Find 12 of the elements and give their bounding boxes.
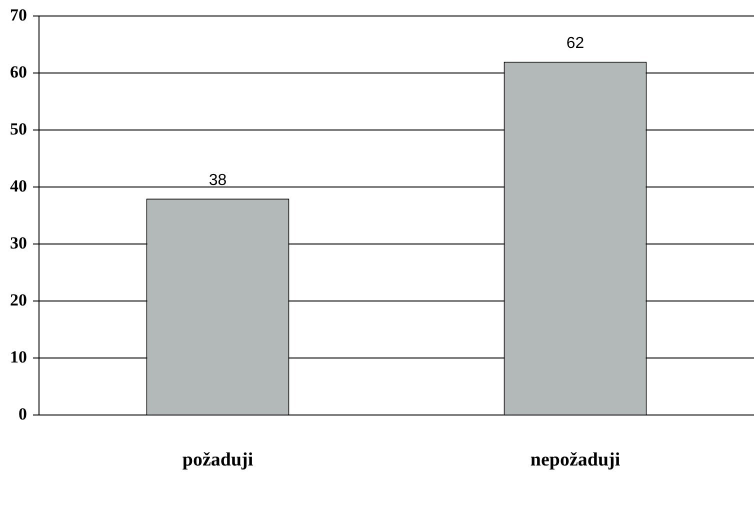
data-label: 62 <box>566 35 584 52</box>
y-tick-label: 70 <box>10 6 27 25</box>
y-tick-label: 60 <box>10 62 27 82</box>
x-tick-label: požaduji <box>182 450 254 471</box>
y-tick-label: 10 <box>10 348 27 367</box>
y-tick-label: 20 <box>10 290 27 310</box>
x-tick-label: nepožaduji <box>530 450 620 471</box>
y-tick-label: 0 <box>18 404 27 424</box>
data-label: 38 <box>208 172 227 190</box>
y-tick-label: 50 <box>10 120 27 139</box>
y-tick-label: 30 <box>10 234 27 253</box>
y-tick-label: 40 <box>10 176 27 196</box>
